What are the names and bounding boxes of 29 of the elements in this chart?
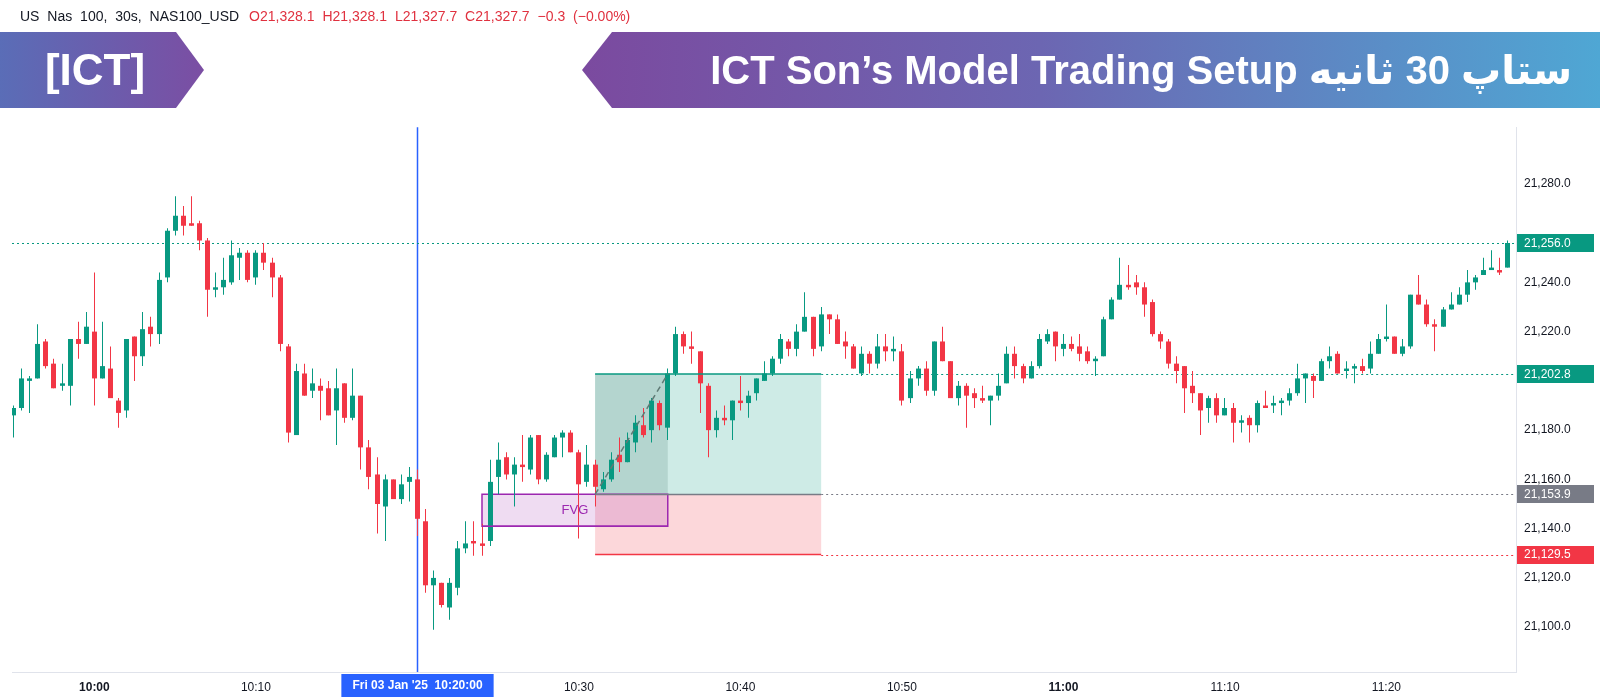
x-tick-label: 10:00 (79, 679, 111, 694)
x-tick-label: 10:30 (563, 679, 595, 694)
y-tick-label: 21,180.0 (1524, 422, 1572, 437)
candlestick (27, 375, 32, 413)
y-tick-label: 21,160.0 (1524, 471, 1572, 486)
candlestick (189, 196, 194, 226)
ref-line-label: 21,202.8 (1524, 366, 1572, 381)
ref-line-label: Fri 03 Jan '25 10:20:00 (352, 677, 483, 692)
y-tick-label: 21,140.0 (1524, 520, 1572, 535)
x-tick-label: 10:10 (240, 679, 272, 694)
y-tick-label: 21,220.0 (1524, 323, 1572, 338)
text: O21,328.1 H21,328.1 L21,327.7 C21,327.7 −0.3 (−0.00%) (249, 8, 631, 24)
x-tick-label: 11:00 (1048, 679, 1079, 694)
x-tick-label: 10:40 (725, 679, 756, 694)
text: US Nas 100, 30s, NAS100_USD (20, 8, 240, 24)
ref-line-label: 21,256.0 (1524, 235, 1572, 250)
y-tick-label: 21,240.0 (1524, 274, 1572, 289)
ref-line-label: 21,153.9 (1524, 487, 1572, 502)
y-tick-label: 21,280.0 (1524, 176, 1572, 191)
y-tick-label: 21,100.0 (1524, 619, 1572, 634)
x-tick-label: 11:20 (1371, 679, 1402, 694)
y-tick-label: 21,120.0 (1524, 570, 1572, 585)
x-tick-label: 11:10 (1210, 679, 1240, 694)
text: [ICT] (44, 45, 146, 94)
ref-line-label: 21,129.5 (1524, 547, 1572, 562)
candlestick (689, 331, 694, 364)
chart-title: ستاپ 30 ثانیه ICT Son’s Model Trading Setup (710, 47, 1572, 93)
candlestick (1432, 319, 1437, 352)
x-tick-label: 10:50 (886, 679, 918, 694)
